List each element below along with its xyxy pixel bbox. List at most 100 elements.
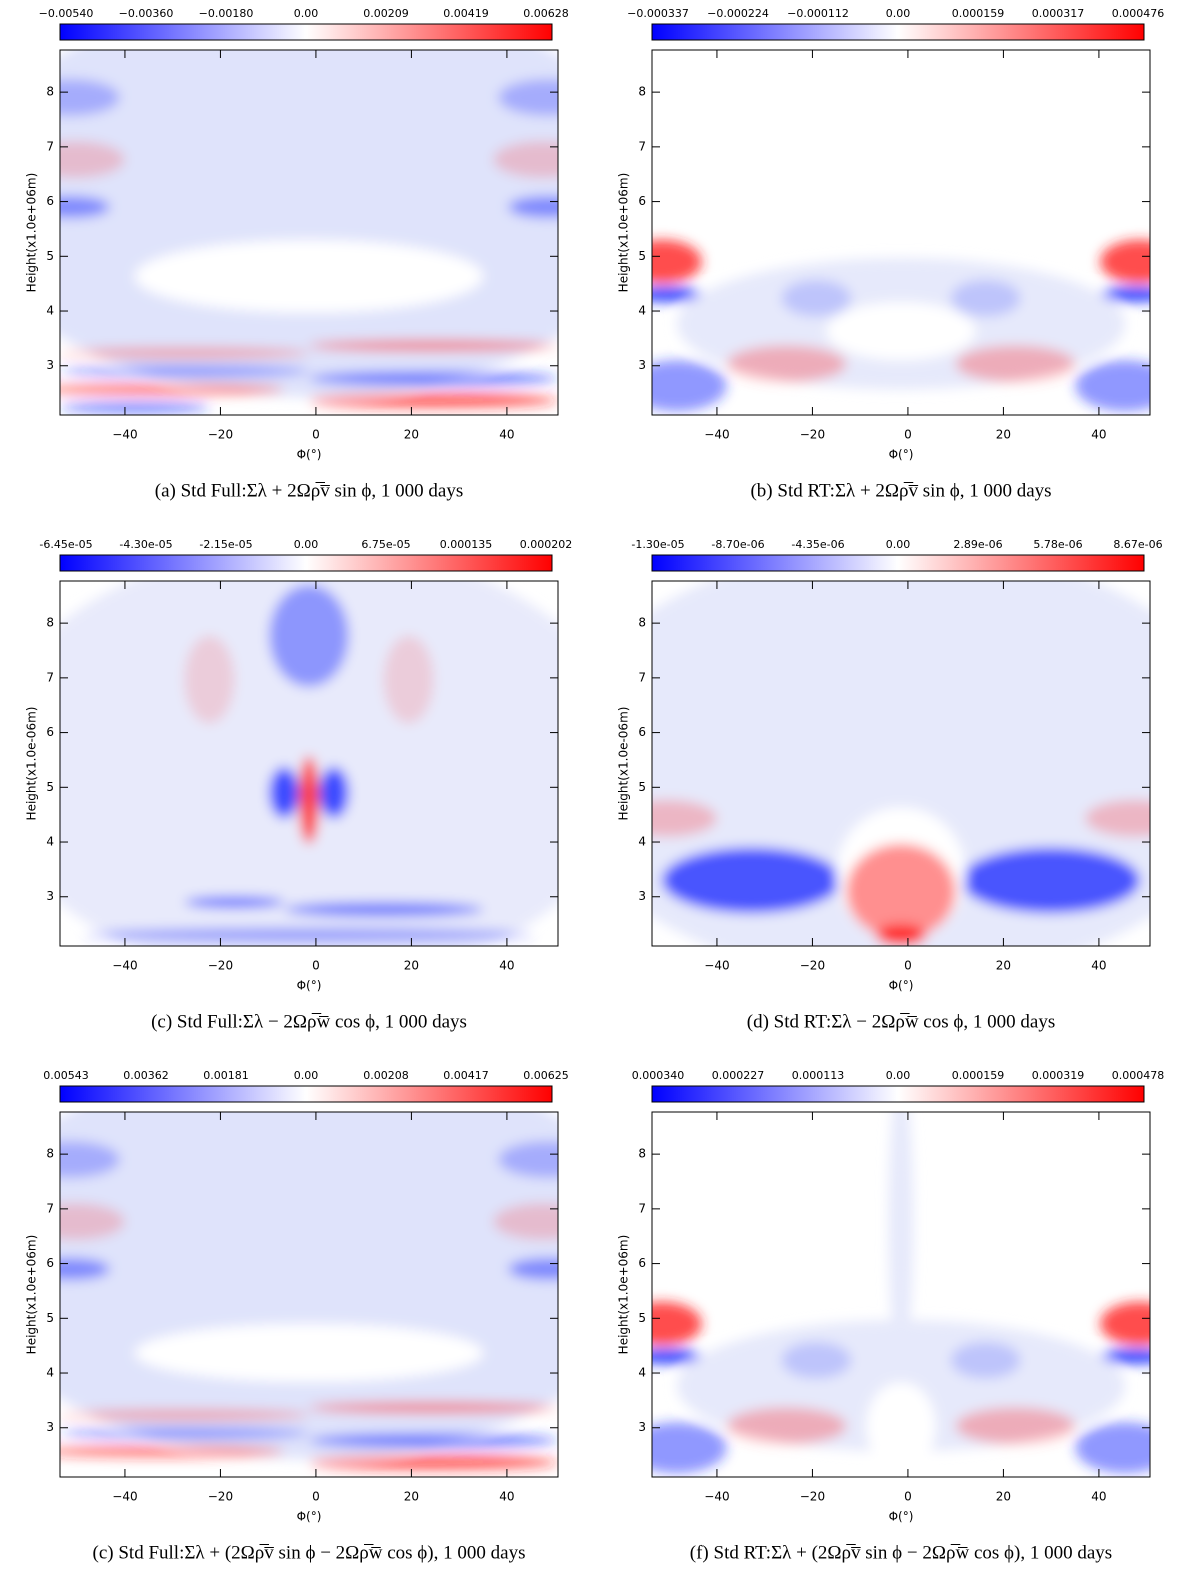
colorbar-label: -4.30e-05 <box>119 538 172 551</box>
y-axis-label: Height(x1.0e+06m) <box>25 1235 39 1355</box>
y-axis-label: Height(x1.0e+06m) <box>617 1235 631 1355</box>
colorbar-label: −0.00540 <box>39 7 94 20</box>
x-tick-label: 40 <box>1091 959 1106 973</box>
contour-blob <box>309 371 558 386</box>
y-tick-label: 5 <box>46 1311 54 1325</box>
panel: 0.000340 0.000227 0.000113 0.00 0.000159 0.00… <box>617 1069 1165 1563</box>
contour-blobs <box>60 1112 558 1470</box>
contour-blob <box>726 1407 847 1445</box>
colorbar-label: 0.00 <box>294 538 319 551</box>
contour-blob <box>652 287 702 302</box>
plot-frame <box>59 49 559 416</box>
x-tick-label: −40 <box>112 428 137 442</box>
contour-blob <box>318 767 349 819</box>
contour-blob <box>60 50 558 397</box>
contour-blob <box>284 902 484 917</box>
contour-blob <box>309 393 558 408</box>
colorbar-label: 0.000113 <box>792 1069 845 1082</box>
colorbar-label: −0.00360 <box>119 7 174 20</box>
colorbar-label: 0.00209 <box>363 7 409 20</box>
x-tick-label: −40 <box>704 959 729 973</box>
plot-frame <box>651 580 1151 947</box>
contour-field <box>60 50 558 415</box>
contour-field <box>652 1112 1150 1477</box>
y-tick-label: 8 <box>638 616 646 630</box>
plot-frame <box>651 1111 1151 1478</box>
colorbar-label: 0.000478 <box>1112 1069 1165 1082</box>
contour-blob <box>309 1402 558 1414</box>
colorbar-label: 0.000476 <box>1112 7 1165 20</box>
x-tick-label: −40 <box>704 1490 729 1504</box>
y-tick-label: 5 <box>638 780 646 794</box>
colorbar-label: 0.00208 <box>363 1069 409 1082</box>
caption: (b) Std RT:Σλ + 2Ωρ̅v̅ sin ϕ, 1 000 days <box>750 480 1051 501</box>
contour-blob <box>60 1427 309 1439</box>
x-tick-label: 40 <box>1091 1490 1106 1504</box>
contour-blob <box>60 1409 309 1421</box>
x-tick-label: 0 <box>312 1490 320 1504</box>
contour-blob <box>60 141 125 178</box>
colorbar-label: 0.000340 <box>632 1069 685 1082</box>
colorbar <box>651 1085 1145 1103</box>
colorbar-label: 0.000319 <box>1032 1069 1085 1082</box>
caption: (a) Std Full:Σλ + 2Ωρ̅v̅ sin ϕ, 1 000 da… <box>155 480 463 501</box>
colorbar-label: 5.78e-06 <box>1033 538 1082 551</box>
contour-blob <box>184 896 285 908</box>
contour-blob <box>60 365 309 377</box>
y-tick-label: 6 <box>638 725 646 739</box>
contour-blob <box>508 196 558 218</box>
contour-blob <box>652 800 717 837</box>
contour-blob <box>888 1112 914 1368</box>
colorbar-label: 0.00 <box>294 7 319 20</box>
x-tick-label: 20 <box>404 1490 419 1504</box>
x-tick-label: −20 <box>208 428 233 442</box>
contour-blob <box>826 301 976 361</box>
y-axis-label: Height(x1.0e+06m) <box>25 173 39 293</box>
colorbar-label: 0.00625 <box>523 1069 569 1082</box>
x-axis-label: Φ(°) <box>889 448 914 462</box>
colorbar-label: 0.00417 <box>443 1069 489 1082</box>
colorbar-label: 0.000135 <box>440 538 493 551</box>
x-tick-label: −40 <box>704 428 729 442</box>
colorbar-label: 2.89e-06 <box>953 538 1002 551</box>
x-tick-label: −40 <box>112 1490 137 1504</box>
y-tick-label: 3 <box>638 358 646 372</box>
x-tick-label: 0 <box>312 959 320 973</box>
caption: (c) Std Full:Σλ − 2Ωρ̅w̅ cos ϕ, 1 000 da… <box>151 1011 467 1032</box>
colorbar-label: 0.00 <box>886 538 911 551</box>
y-tick-label: 8 <box>46 616 54 630</box>
contour-blob <box>269 584 349 687</box>
x-tick-label: −20 <box>800 428 825 442</box>
y-tick-label: 3 <box>638 889 646 903</box>
contour-blob <box>781 1341 852 1379</box>
y-tick-label: 7 <box>638 1201 646 1215</box>
colorbar-label: -6.45e-05 <box>39 538 92 551</box>
colorbar-label: −0.000337 <box>627 7 689 20</box>
x-axis-label: Φ(°) <box>889 1510 914 1524</box>
contour-blob <box>846 843 956 939</box>
x-tick-label: 20 <box>404 428 419 442</box>
colorbar <box>59 1085 553 1103</box>
y-tick-label: 7 <box>638 139 646 153</box>
x-tick-label: −20 <box>208 1490 233 1504</box>
y-tick-label: 8 <box>46 1147 54 1161</box>
contour-field <box>60 1112 558 1477</box>
colorbar-label: 0.00362 <box>123 1069 169 1082</box>
panel: -6.45e-05 -4.30e-05 -2.15e-05 0.00 6.75e-05 0… <box>25 538 573 1032</box>
contour-blobs <box>60 50 558 414</box>
contour-blob <box>299 756 319 844</box>
caption: (f) Std RT:Σλ + (2Ωρ̅v̅ sin ϕ − 2Ωρ̅w̅ c… <box>690 1542 1112 1563</box>
contour-field <box>652 50 1150 415</box>
contour-blob <box>184 635 235 724</box>
y-tick-label: 7 <box>46 670 54 684</box>
x-tick-label: 40 <box>499 1490 514 1504</box>
y-tick-label: 6 <box>638 194 646 208</box>
contour-blob <box>309 1433 558 1448</box>
y-axis-label: Height(x1.0e-06m) <box>617 707 631 821</box>
panel: −0.000337 −0.000224 −0.000112 0.00 0.000159 0… <box>617 7 1165 501</box>
y-tick-label: 8 <box>46 85 54 99</box>
y-tick-label: 3 <box>638 1420 646 1434</box>
contour-blob <box>960 847 1141 914</box>
y-tick-label: 4 <box>638 1366 646 1380</box>
